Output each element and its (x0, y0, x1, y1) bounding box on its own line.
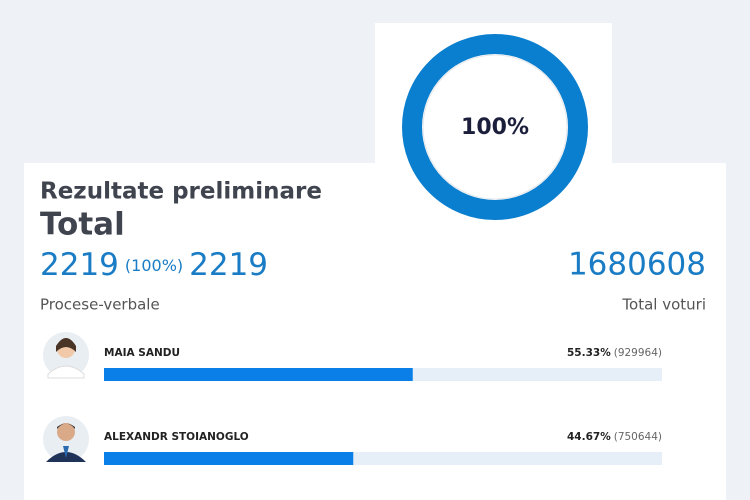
total-votes: 1680608 (568, 247, 706, 283)
bar (104, 452, 354, 465)
candidate-name: MAIA SANDU (104, 347, 180, 359)
progress-inner (422, 54, 568, 200)
reports-label: Procese-verbale (40, 296, 160, 314)
processed-share: (100%) (125, 256, 183, 275)
bar (104, 368, 413, 381)
avatar (43, 332, 89, 379)
title: Rezultate preliminare (40, 179, 322, 205)
candidate-votes: (750644) (614, 431, 662, 443)
avatar (43, 416, 89, 462)
progress-ring (402, 34, 588, 220)
subtitle: Total (40, 207, 125, 243)
processed: 2219 (40, 247, 119, 283)
candidate-percent: 55.33% (567, 347, 611, 359)
reports-count: 2219 (100%) 2219 (40, 247, 268, 283)
results-card (24, 163, 726, 500)
candidate-name: ALEXANDR STOIANOGLO (104, 431, 249, 443)
candidate-result: 55.33% (929964) (567, 347, 662, 359)
votes-label: Total voturi (621, 296, 706, 314)
candidate-votes: (929964) (614, 347, 662, 359)
candidate-percent: 44.67% (567, 431, 611, 443)
progress-label: 100% (461, 115, 529, 140)
candidate-result: 44.67% (750644) (567, 431, 662, 443)
total-reports: 2219 (189, 247, 268, 283)
